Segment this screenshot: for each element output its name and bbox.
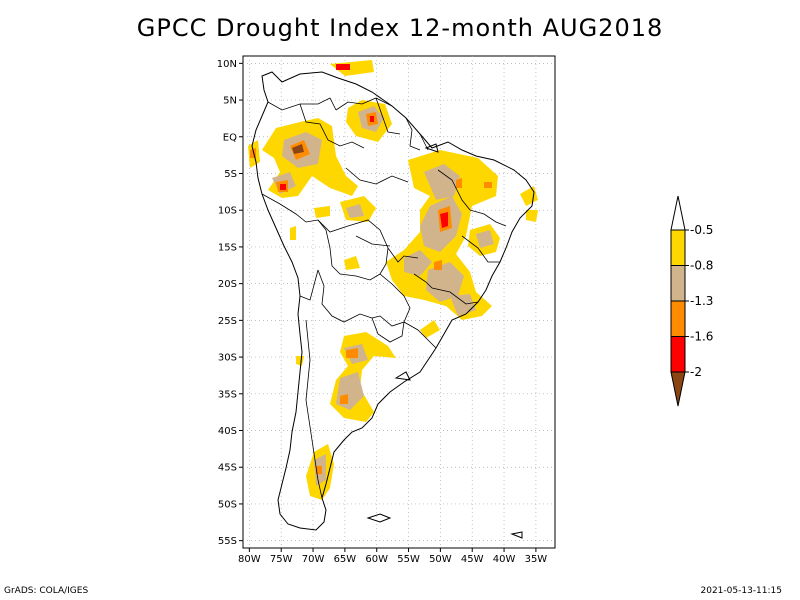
- lon-tick-label-1: 75W: [270, 554, 293, 565]
- legend-swatch-4: [670, 336, 686, 373]
- legend-label-3: -1.6: [690, 330, 713, 344]
- lat-tick-label-6: 20S: [218, 279, 237, 290]
- lat-tick-label-0: 10N: [217, 59, 237, 70]
- lon-tick-label-5: 55W: [397, 554, 420, 565]
- legend-swatch-3: [670, 300, 686, 337]
- colorbar-legend: -0.5 -0.8 -1.3 -1.6 -2: [670, 195, 713, 407]
- country-borders: [261, 97, 507, 499]
- islands: [366, 143, 523, 539]
- legend-swatch-5: [670, 371, 686, 407]
- lon-tick-label-6: 50W: [429, 554, 452, 565]
- latitude-tick-labels: 10N 5N EQ 5S 10S 15S 20S 25S 30S 35S 40S 45S 50S 55S: [217, 59, 243, 547]
- legend-label-1: -0.8: [690, 259, 713, 273]
- lat-tick-label-9: 35S: [218, 389, 237, 400]
- legend-swatch-2: [670, 265, 686, 302]
- legend-swatch-1: [670, 229, 686, 266]
- legend-label-2: -1.3: [690, 294, 713, 308]
- footer-credit: GrADS: COLA/IGES: [4, 586, 89, 596]
- lon-tick-label-3: 65W: [334, 554, 357, 565]
- legend-label-4: -2: [690, 365, 702, 379]
- longitude-tick-labels: 80W 75W 70W 65W 60W 55W 50W 45W 40W 35W: [238, 548, 547, 565]
- legend-swatch-0: [670, 195, 686, 231]
- lat-tick-label-12: 50S: [218, 499, 237, 510]
- lat-tick-label-1: 5N: [223, 96, 237, 107]
- lat-tick-label-3: 5S: [224, 169, 237, 180]
- lon-tick-label-2: 70W: [302, 554, 325, 565]
- lat-tick-label-10: 40S: [218, 426, 237, 437]
- lat-tick-label-2: EQ: [223, 132, 237, 143]
- lat-tick-label-4: 10S: [218, 206, 237, 217]
- legend-label-0: -0.5: [690, 223, 713, 237]
- lon-tick-label-0: 80W: [238, 554, 261, 565]
- map-title: GPCC Drought Index 12-month AUG2018: [136, 14, 664, 42]
- drought-shading-extreme: [250, 64, 492, 474]
- lon-tick-label-9: 35W: [525, 554, 548, 565]
- coastline: [251, 71, 535, 531]
- lon-tick-label-8: 40W: [493, 554, 516, 565]
- lat-tick-label-5: 15S: [218, 242, 237, 253]
- lat-tick-label-11: 45S: [218, 463, 237, 474]
- lon-tick-label-4: 60W: [365, 554, 388, 565]
- lat-tick-label-13: 55S: [218, 536, 237, 547]
- lat-tick-label-7: 25S: [218, 316, 237, 327]
- footer-timestamp: 2021-05-13-11:15: [700, 586, 783, 596]
- lat-tick-label-8: 30S: [218, 353, 237, 364]
- lon-tick-label-7: 45W: [461, 554, 484, 565]
